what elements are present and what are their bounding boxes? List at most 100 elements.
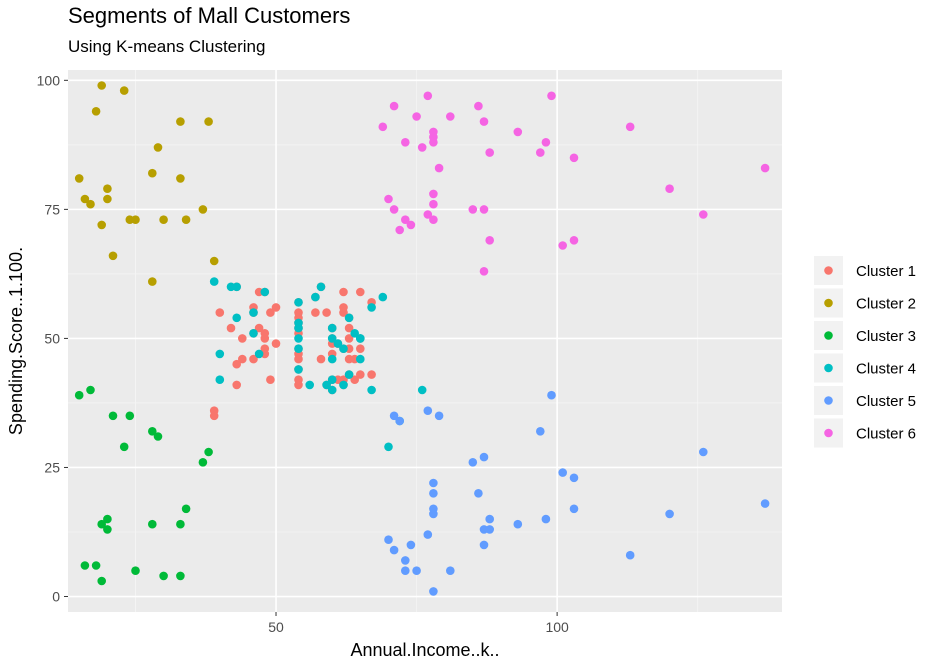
data-point-cluster-5 — [423, 406, 433, 416]
data-point-cluster-6 — [429, 132, 438, 142]
data-point-cluster-6 — [569, 153, 579, 163]
data-point-cluster-5 — [395, 416, 405, 426]
data-point-cluster-1 — [232, 359, 241, 369]
data-point-cluster-4 — [254, 349, 264, 359]
data-point-cluster-1 — [209, 406, 219, 416]
data-point-cluster-4 — [311, 292, 320, 302]
data-point-cluster-6 — [665, 184, 674, 193]
data-point-cluster-4 — [327, 323, 337, 333]
data-point-cluster-3 — [204, 447, 213, 457]
data-point-cluster-2 — [74, 174, 84, 183]
x-tick-label: 100 — [545, 619, 569, 635]
x-axis-title: Annual.Income..k.. — [350, 640, 499, 660]
data-point-cluster-5 — [412, 566, 421, 575]
data-point-cluster-2 — [176, 117, 185, 126]
data-point-cluster-4 — [215, 349, 225, 359]
data-point-cluster-5 — [558, 468, 567, 477]
data-point-cluster-6 — [446, 112, 455, 121]
data-point-cluster-1 — [226, 323, 236, 333]
data-point-cluster-6 — [468, 205, 478, 214]
y-tick-label: 25 — [44, 459, 60, 475]
data-point-cluster-4 — [215, 375, 225, 385]
data-point-cluster-6 — [699, 210, 708, 219]
data-point-cluster-5 — [569, 504, 579, 514]
data-point-cluster-3 — [86, 385, 95, 395]
data-point-cluster-2 — [181, 215, 191, 224]
data-point-cluster-1 — [356, 287, 365, 297]
legend: Cluster 1 Cluster 2 Cluster 3 Cluster 4 Clus… — [814, 256, 916, 448]
data-point-cluster-6 — [429, 189, 438, 199]
data-point-cluster-4 — [356, 334, 365, 343]
data-point-cluster-3 — [97, 519, 106, 529]
data-point-cluster-5 — [569, 473, 579, 483]
data-point-cluster-4 — [294, 365, 303, 374]
data-point-cluster-6 — [423, 210, 433, 219]
data-point-cluster-2 — [204, 117, 213, 126]
data-point-cluster-4 — [316, 282, 326, 292]
data-point-cluster-5 — [401, 556, 410, 565]
data-point-cluster-4 — [249, 308, 258, 317]
data-point-cluster-5 — [479, 452, 489, 462]
data-point-cluster-6 — [569, 236, 579, 245]
data-point-cluster-5 — [389, 411, 399, 421]
legend-swatch-cluster-2 — [824, 298, 833, 308]
data-point-cluster-5 — [513, 519, 523, 529]
data-point-cluster-6 — [378, 122, 388, 132]
data-point-cluster-6 — [429, 199, 438, 209]
legend-label-cluster-4: Cluster 4 — [856, 361, 916, 378]
data-point-cluster-4 — [333, 339, 343, 348]
data-point-cluster-1 — [316, 354, 326, 364]
data-point-cluster-4 — [209, 277, 219, 286]
data-point-cluster-3 — [108, 411, 118, 421]
data-point-cluster-1 — [356, 370, 365, 379]
data-point-cluster-1 — [294, 380, 303, 390]
data-point-cluster-2 — [97, 81, 106, 90]
data-point-cluster-4 — [294, 298, 303, 307]
data-point-cluster-2 — [148, 277, 157, 286]
data-point-cluster-3 — [148, 427, 157, 436]
data-point-cluster-2 — [159, 215, 168, 224]
data-point-cluster-1 — [311, 308, 320, 317]
data-point-cluster-2 — [148, 168, 157, 178]
data-point-cluster-1 — [294, 354, 303, 364]
data-point-cluster-4 — [384, 442, 393, 452]
data-point-cluster-4 — [294, 334, 303, 343]
data-point-cluster-6 — [760, 163, 770, 173]
axis-ticks: 50 100 0 25 50 75 100 — [37, 72, 569, 635]
data-point-cluster-6 — [429, 215, 438, 224]
data-point-cluster-4 — [339, 344, 348, 354]
legend-swatch-cluster-5 — [824, 396, 833, 405]
data-point-cluster-2 — [198, 205, 208, 214]
data-point-cluster-4 — [327, 334, 337, 343]
data-point-cluster-4 — [417, 385, 427, 395]
data-point-cluster-1 — [367, 370, 376, 379]
data-point-cluster-5 — [429, 509, 438, 519]
data-point-cluster-4 — [327, 385, 337, 395]
data-point-cluster-6 — [389, 205, 399, 214]
data-point-cluster-6 — [406, 220, 416, 230]
data-point-cluster-2 — [119, 86, 129, 95]
data-point-cluster-4 — [344, 313, 354, 323]
data-point-cluster-2 — [80, 194, 90, 204]
plot-panel — [68, 70, 782, 612]
data-point-cluster-6 — [541, 138, 551, 147]
data-point-cluster-1 — [260, 334, 270, 343]
data-point-cluster-3 — [176, 571, 185, 581]
data-point-cluster-6 — [474, 101, 483, 111]
data-point-cluster-3 — [131, 566, 140, 575]
data-point-cluster-3 — [176, 519, 185, 529]
data-point-cluster-6 — [417, 143, 427, 152]
data-point-cluster-2 — [91, 107, 101, 116]
data-point-cluster-2 — [103, 184, 112, 193]
y-tick-label: 100 — [37, 72, 61, 88]
data-point-cluster-3 — [103, 514, 112, 524]
data-point-cluster-3 — [125, 411, 135, 421]
data-point-cluster-1 — [266, 308, 275, 317]
data-point-cluster-3 — [119, 442, 129, 452]
data-point-cluster-5 — [423, 530, 433, 539]
data-point-cluster-5 — [389, 545, 399, 555]
data-point-cluster-5 — [434, 411, 444, 421]
data-point-cluster-4 — [232, 313, 241, 323]
data-point-cluster-5 — [468, 458, 478, 467]
data-point-cluster-2 — [209, 256, 219, 266]
